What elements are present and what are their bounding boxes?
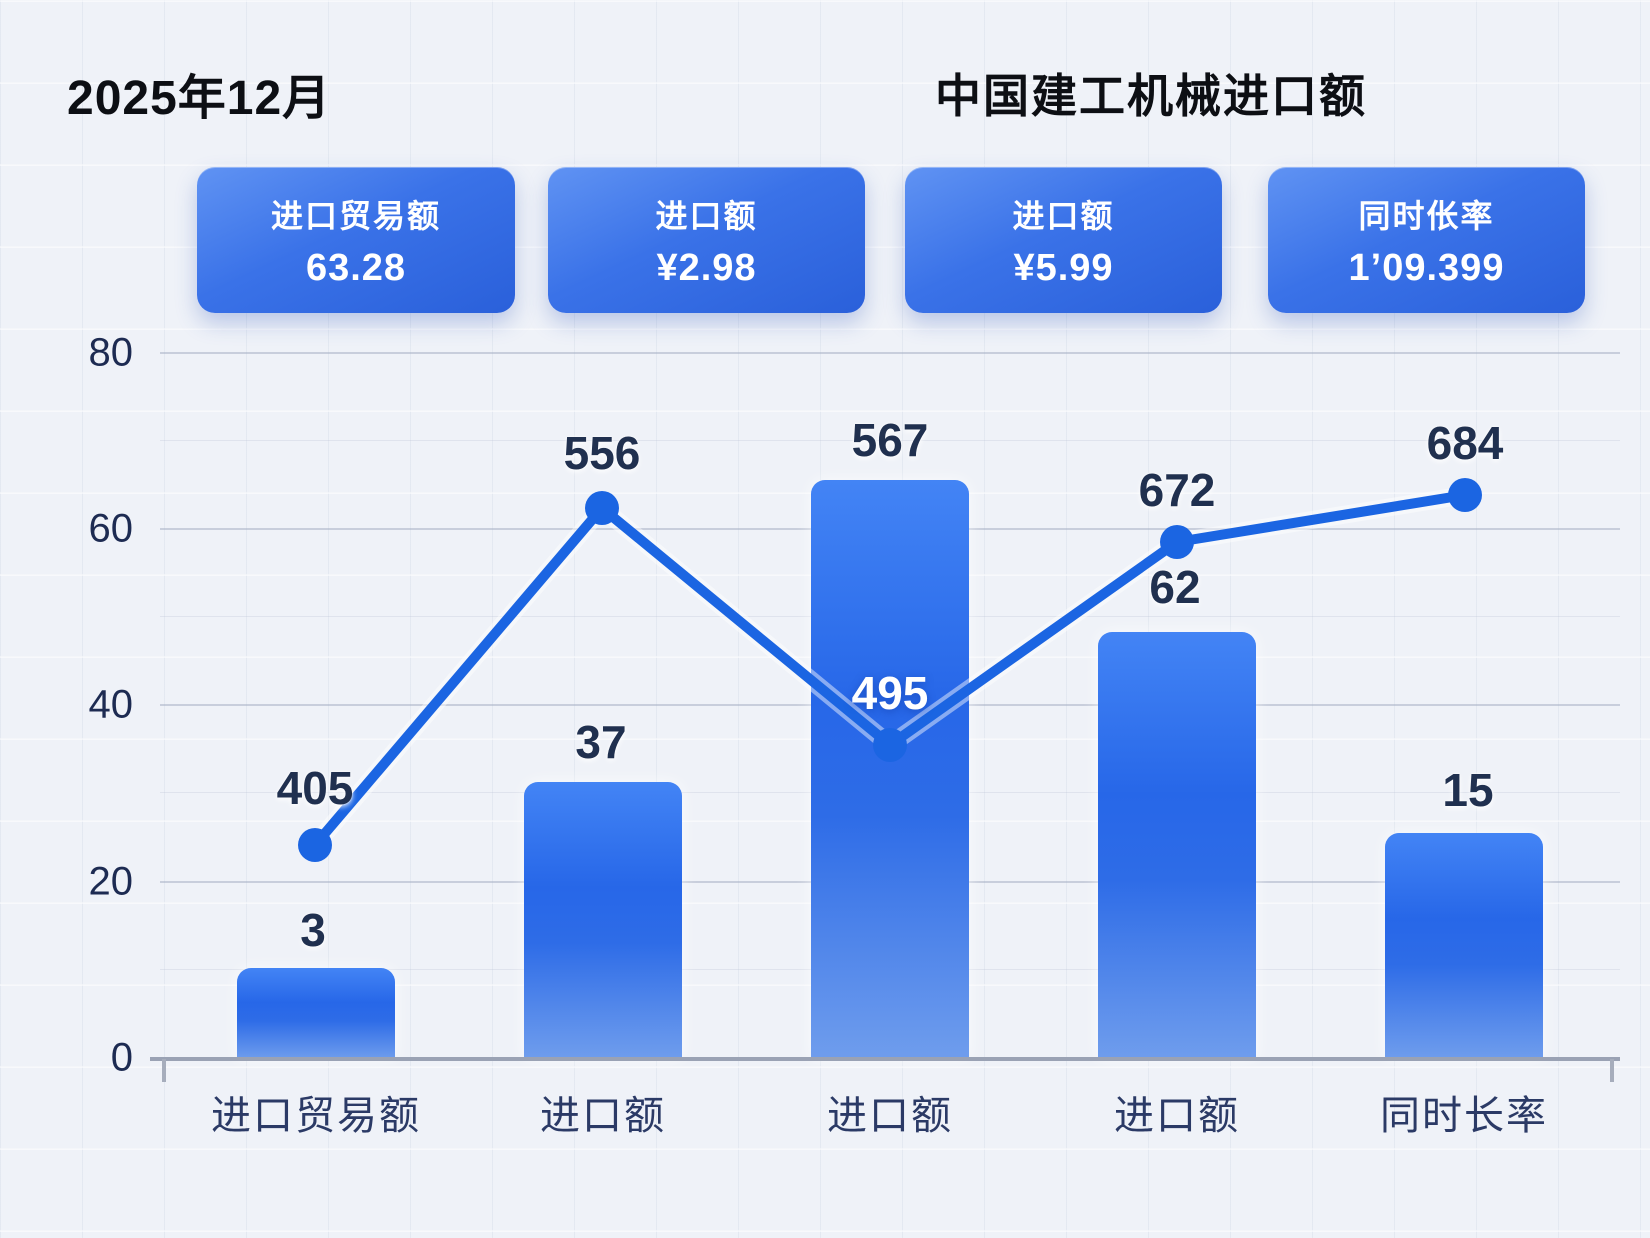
stat-card-value: ¥5.99 (1013, 246, 1114, 289)
page-title: 中国建工机械进口额 (935, 70, 1367, 122)
y-tick: 0 (110, 1035, 133, 1080)
line-value-label: 672 (1138, 464, 1216, 516)
stat-card-value: 1’09.399 (1348, 246, 1505, 289)
x-axis-left-tick (162, 1059, 166, 1082)
bar-growth (1385, 833, 1543, 1059)
stat-card: 进口额 ¥2.98 (548, 167, 865, 313)
stat-card-label: 进口额 (655, 197, 758, 234)
bar-import-4 (1098, 632, 1256, 1059)
line-point-3 (873, 728, 907, 762)
x-label-4: 进口额 (1114, 1094, 1240, 1138)
stat-card-value: ¥2.98 (656, 246, 757, 289)
line-point-4 (1160, 525, 1194, 559)
x-label-2: 进口额 (540, 1094, 666, 1138)
bar-import-2 (524, 782, 682, 1059)
x-axis-line (150, 1057, 1620, 1061)
stat-card: 进口额 ¥5.99 (905, 167, 1222, 313)
line-value-label: 556 (563, 427, 641, 479)
x-label-1: 进口贸易额 (211, 1094, 421, 1138)
line-point-5 (1448, 478, 1482, 512)
stat-card-label: 进口贸易额 (270, 197, 441, 234)
y-tick: 20 (88, 859, 134, 904)
stat-card: 同时伥率 1’09.399 (1268, 167, 1585, 313)
x-label-3: 进口额 (827, 1094, 953, 1138)
bar-value-label: 567 (851, 414, 929, 466)
line-point-2 (585, 491, 619, 525)
bar-import-trade (237, 968, 395, 1059)
line-value-label: 405 (276, 762, 354, 814)
bar-value-label: 37 (575, 716, 627, 768)
stat-card: 进口贸易额 63.28 (197, 167, 515, 313)
stat-card-value: 63.28 (305, 246, 407, 289)
bar-value-label: 15 (1442, 764, 1494, 816)
bar-value-label: 3 (300, 904, 326, 956)
line-point-1 (298, 828, 332, 862)
stat-card-label: 同时伥率 (1358, 197, 1495, 234)
y-tick: 80 (88, 330, 134, 375)
y-tick: 40 (88, 682, 134, 727)
bar-import-3 (811, 480, 969, 1059)
line-value-label: 495 (851, 667, 929, 719)
x-axis-right-tick (1610, 1059, 1614, 1082)
date-title: 2025年12月 (67, 72, 332, 125)
x-label-5: 同时长率 (1380, 1094, 1548, 1138)
bar-value-label: 62 (1149, 561, 1201, 613)
line-value-label: 684 (1426, 417, 1504, 469)
y-tick: 60 (88, 506, 134, 551)
stat-card-label: 进口额 (1012, 197, 1115, 234)
